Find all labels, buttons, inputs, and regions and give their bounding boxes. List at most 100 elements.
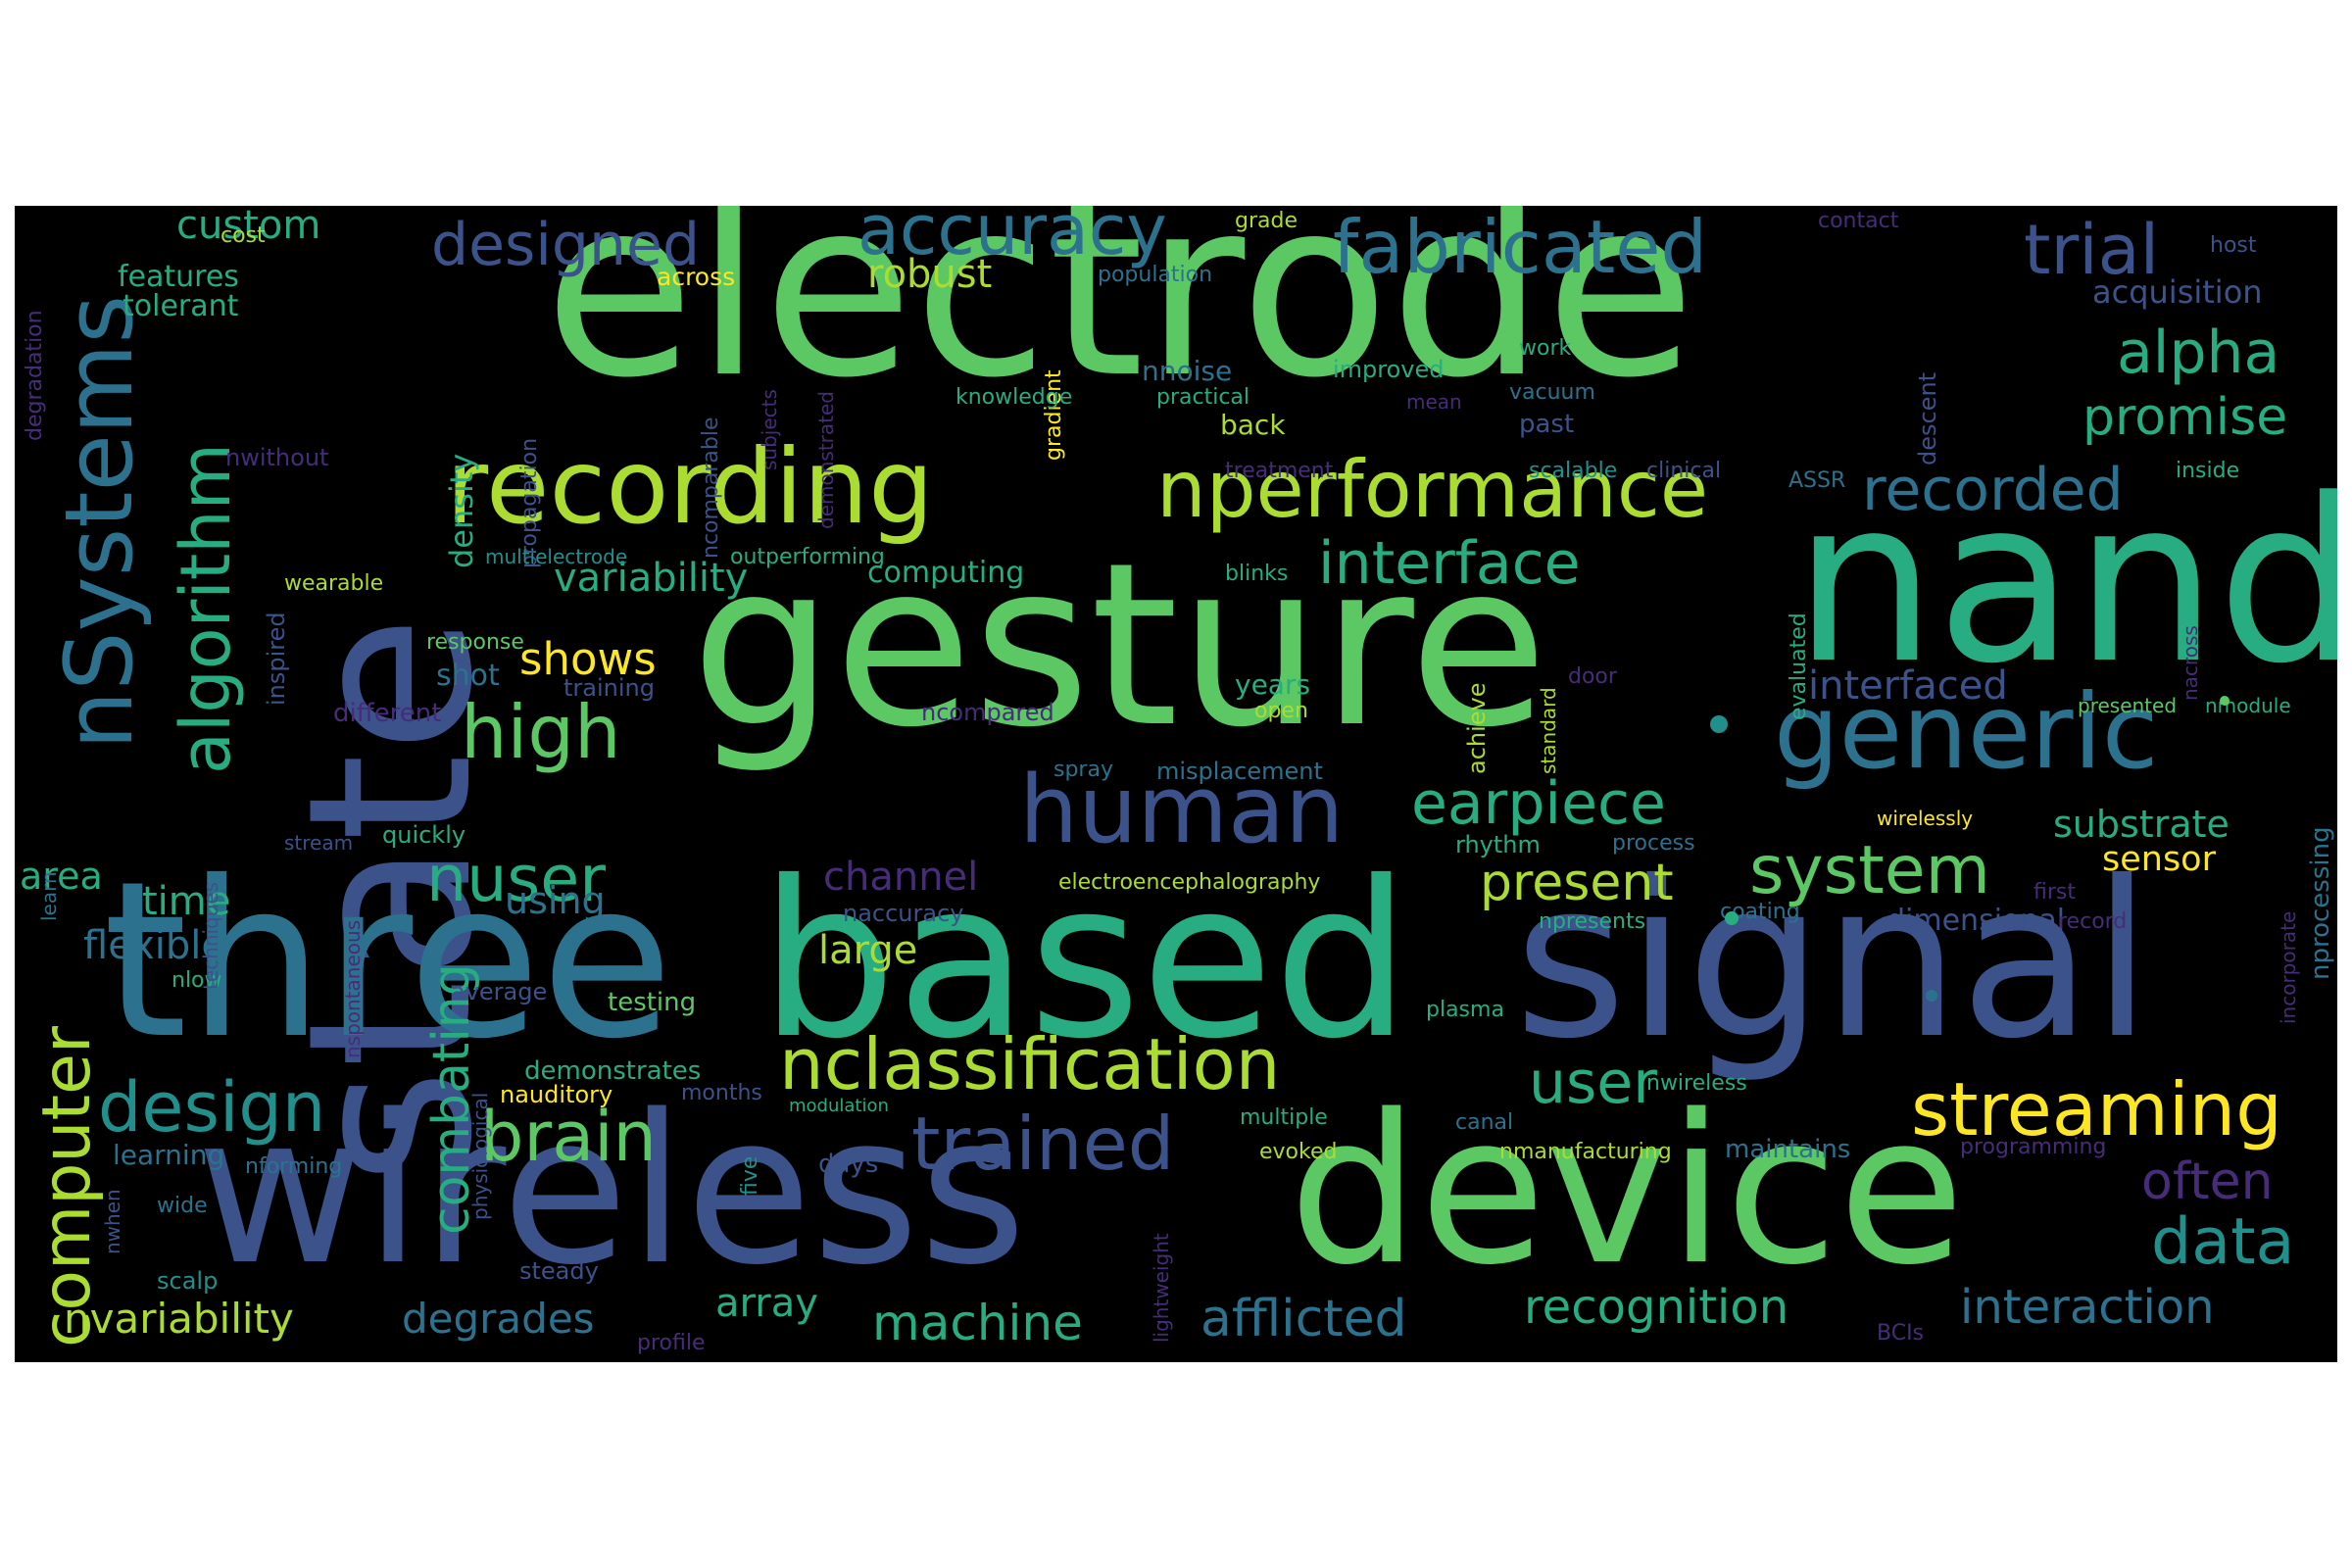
word-ncomparable: ncomparable (699, 416, 723, 559)
word-substrate: substrate (2053, 803, 2230, 846)
word-time: time (142, 879, 231, 924)
word-array: array (715, 1281, 818, 1326)
word-brain: brain (480, 1097, 657, 1177)
word-treatment: treatment (1225, 459, 1334, 483)
word-fabricated: fabricated (1333, 206, 1707, 290)
word-nvariability: nvariability (64, 1295, 294, 1343)
word-acquisition: acquisition (2092, 273, 2263, 311)
word-different: different (333, 699, 442, 728)
word-contact: contact (1818, 209, 1899, 233)
cloud-dot-4 (397, 1127, 413, 1143)
word-multiple: multiple (1240, 1105, 1328, 1130)
word-subjects: subjects (758, 389, 781, 470)
word-wirelessly: wirelessly (1877, 807, 1974, 830)
word-nspontaneous: nspontaneous (341, 919, 365, 1058)
word-evoked: evoked (1259, 1140, 1338, 1164)
word-interface: interface (1318, 529, 1581, 598)
word-nprocessing: nprocessing (2306, 826, 2335, 980)
word-based: based (760, 835, 1411, 1086)
word-scalable: scalable (1529, 459, 1618, 483)
word-earpiece: earpiece (1411, 769, 1666, 838)
word-computing: computing (867, 556, 1025, 590)
word-degradation: degradation (23, 310, 47, 441)
word-trained: trained (911, 1101, 1175, 1187)
word-nlow: nlow (172, 968, 222, 993)
word-human: human (1019, 757, 1345, 864)
word-trial: trial (2024, 210, 2160, 290)
word-sensor: sensor (2102, 840, 2216, 879)
cloud-dot-0 (1710, 715, 1728, 733)
word-generic: generic (1774, 672, 2159, 792)
cloud-dot-2 (1725, 911, 1739, 925)
word-techniques: techniques (199, 881, 222, 990)
word-promise: promise (2082, 388, 2288, 447)
word-work: work (1519, 336, 1572, 361)
word-recording: recording (446, 427, 934, 547)
word-days: days (818, 1150, 879, 1179)
word-maintains: maintains (1725, 1135, 1851, 1164)
word-years: years (1235, 668, 1311, 701)
word-clinical: clinical (1646, 459, 1722, 483)
word-inspired: inspired (263, 612, 290, 706)
word-electroencephalography: electroencephalography (1058, 870, 1321, 895)
word-presented: presented (2078, 694, 2178, 717)
word-vacuum: vacuum (1509, 380, 1595, 405)
word-across: across (657, 263, 736, 291)
word-standard: standard (1537, 687, 1560, 774)
word-flexible: flexible (83, 923, 225, 968)
word-blinks: blinks (1225, 562, 1289, 586)
word-interaction: interaction (1960, 1280, 2215, 1335)
word-lightweight: lightweight (1150, 1233, 1173, 1343)
word-npresents: npresents (1539, 909, 1646, 934)
word-nacross: nacross (2179, 625, 2202, 701)
word-dimensional: dimensional (1886, 904, 2066, 938)
word-device: device (1289, 1070, 1965, 1310)
word-nsystems: nSystems (46, 295, 154, 750)
word-wide: wide (157, 1194, 208, 1218)
word-nmanufacturing: nmanufacturing (1499, 1140, 1672, 1164)
word-channel: channel (823, 855, 979, 900)
word-stream: stream (284, 831, 354, 855)
word-degrades: degrades (402, 1295, 595, 1343)
word-back: back (1220, 409, 1286, 441)
word-physiological: physiological (468, 1092, 492, 1220)
word-design: design (98, 1067, 326, 1148)
word-record: record (2058, 909, 2128, 934)
word-wireless: wireless (196, 1070, 1027, 1310)
word-gesture: gesture (691, 515, 1548, 777)
word-grade: grade (1235, 209, 1298, 233)
word-coating: coating (1720, 900, 1800, 924)
word-accuracy: accuracy (858, 206, 1167, 270)
word-misplacement: misplacement (1156, 758, 1323, 785)
word-nwhen: nwhen (101, 1189, 124, 1254)
word-quickly: quickly (382, 821, 466, 849)
word-cost: cost (220, 223, 266, 248)
word-training: training (564, 674, 655, 702)
word-designed: designed (431, 211, 701, 279)
word-interfaced: interfaced (1808, 663, 2008, 709)
word-streaming: streaming (1911, 1066, 2282, 1152)
word-nauditory: nauditory (500, 1081, 613, 1108)
word-evaluated: evaluated (1787, 612, 1811, 720)
word-ncompared: ncompared (921, 699, 1054, 726)
word-mean: mean (1406, 390, 1462, 414)
word-testing: testing (608, 988, 697, 1017)
word-first: first (2034, 880, 2076, 905)
word-custom: custom (176, 206, 321, 248)
word-demonstrates: demonstrates (524, 1056, 702, 1086)
word-nclassification: nclassification (779, 1023, 1281, 1105)
word-system: system (1749, 832, 1990, 909)
word-plasma: plasma (1426, 998, 1504, 1022)
word-profile: profile (637, 1331, 706, 1355)
word-shot: shot (436, 659, 500, 693)
word-open: open (1254, 699, 1308, 723)
word-recognition: recognition (1524, 1280, 1789, 1335)
word-density: density (443, 453, 480, 568)
word-steady: steady (519, 1257, 599, 1285)
word-signal: signal (1514, 835, 2152, 1086)
word-programming: programming (1960, 1135, 2107, 1159)
word-features: features (118, 260, 239, 294)
word-area: area (20, 855, 103, 898)
word-spray: spray (1054, 758, 1113, 782)
word-nmodule: nmodule (2205, 694, 2291, 717)
